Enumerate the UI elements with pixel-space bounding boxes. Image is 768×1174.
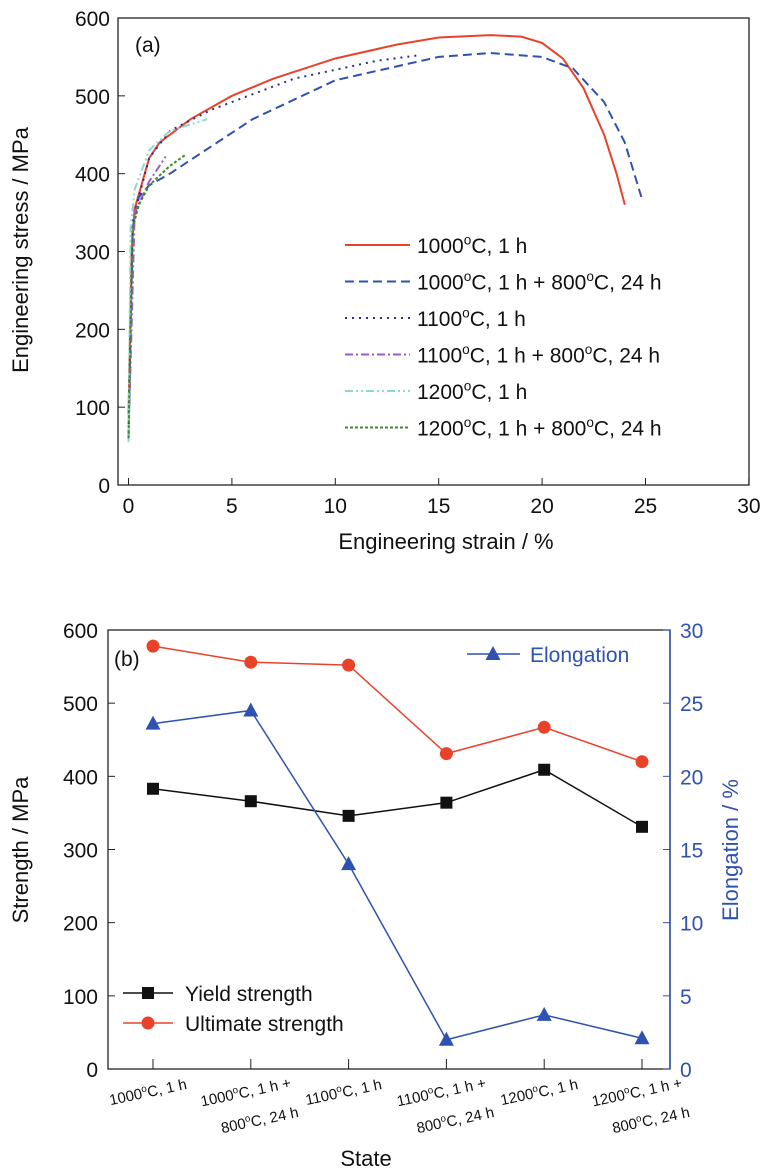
category-label-text: 1000oC, 1 h + [199,1074,293,1111]
category-label-text: 1100oC, 1 h [304,1075,384,1109]
y-tick-label-a: 400 [75,164,110,187]
series-line-2 [152,709,643,1041]
category-label-text: 1000oC, 1 h [108,1075,189,1109]
series-line-1 [152,645,643,763]
data-point-0-2 [342,809,355,822]
y-tick-label-a: 300 [75,242,110,265]
legend-label-b-1: Ultimate strength [185,1013,344,1036]
y-tick-label-b: 200 [63,913,98,936]
y2-tick-label-b: 30 [680,620,703,643]
category-label-b-0-0: 1000oC, 1 h [108,1075,189,1109]
category-label-text: 1100oC, 1 h + [395,1074,488,1111]
curve-5 [127,153,187,439]
data-point-0-4 [538,763,551,776]
data-point-1-3 [439,747,453,761]
data-point-1-1 [244,655,258,669]
data-point-1-4 [537,720,551,734]
legend-marker-b-0 [142,987,154,999]
data-point-0-3 [440,796,453,809]
curve-2 [127,54,419,439]
legend-label-a-1: 1000oC, 1 h + 800oC, 24 h [417,269,662,294]
y2-tick-label-b: 25 [680,693,703,716]
y-tick-label-b: 300 [63,840,98,863]
y-axis-label-a: Engineering stress / MPa [8,126,33,373]
y-tick-label-a: 200 [75,319,110,342]
y-axis-label-b: Strength / MPa [8,776,33,924]
y-tick-label-b: 0 [86,1059,98,1082]
y2-tick-label-b: 15 [680,840,703,863]
data-point-2-5 [634,1030,650,1045]
panel-label-b: (b) [114,648,140,671]
curve-0 [127,34,626,415]
category-label-b-4-0: 1200oC, 1 h [499,1075,580,1109]
legend-marker-b-1 [141,1016,155,1030]
x-tick-label-a: 25 [634,495,657,518]
data-point-2-0 [145,715,161,730]
category-label-b-2-0: 1100oC, 1 h [304,1075,384,1109]
y2-tick-label-b: 10 [680,913,703,936]
category-label-b-5-1: 800oC, 24 h [611,1103,692,1137]
legend-label-a-3: 1100oC, 1 h + 800oC, 24 h [417,342,660,367]
y-tick-label-b: 500 [63,693,98,716]
data-point-0-1 [244,795,257,808]
legend-label-a-5: 1200oC, 1 h + 800oC, 24 h [417,415,662,440]
legend-marker-b-2 [485,646,501,660]
data-point-1-0 [146,639,160,653]
series-line-0 [152,768,643,828]
data-point-1-2 [342,658,356,672]
y-tick-label-a: 100 [75,397,110,420]
category-label-text: 800oC, 24 h [219,1103,300,1137]
y-tick-label-a: 600 [75,8,110,31]
legend-label-a-4: 1200oC, 1 h [417,379,527,404]
y2-tick-label-b: 5 [680,986,692,1009]
y-tick-label-b: 100 [63,986,98,1009]
data-point-2-3 [438,1031,454,1046]
legend-label-a-0: 1000oC, 1 h [417,233,527,258]
x-tick-label-a: 10 [324,495,347,518]
category-label-b-5-0: 1200oC, 1 h + [590,1074,684,1111]
x-tick-label-a: 15 [427,495,450,518]
data-point-2-1 [243,702,259,717]
data-point-0-5 [636,820,648,833]
y-tick-label-a: 500 [75,86,110,109]
legend-label-a-2: 1100oC, 1 h [417,306,526,331]
category-label-text: 1200oC, 1 h [499,1075,580,1109]
legend-label-b-2: Elongation [530,644,629,667]
category-label-b-1-0: 1000oC, 1 h + [199,1074,293,1111]
y2-tick-label-b: 0 [680,1059,692,1082]
category-label-b-3-1: 800oC, 24 h [415,1103,496,1137]
y-tick-label-a: 0 [98,475,110,498]
data-point-2-2 [341,856,357,871]
x-tick-label-a: 5 [226,495,238,518]
curve-1 [127,52,643,439]
y2-axis-label-b: Elongation / % [718,779,743,921]
data-point-1-5 [635,755,649,769]
panel-label-a: (a) [135,34,161,57]
curve-4 [127,118,208,443]
category-label-b-1-1: 800oC, 24 h [219,1103,301,1137]
x-axis-label-b: State [340,1146,391,1171]
x-tick-label-a: 0 [123,495,135,518]
category-label-text: 800oC, 24 h [415,1103,496,1137]
x-axis-label-a: Engineering strain / % [338,529,553,554]
x-tick-label-a: 20 [530,495,553,518]
y-tick-label-b: 400 [63,766,98,789]
category-label-b-3-0: 1100oC, 1 h + [395,1074,488,1111]
data-point-2-4 [536,1006,552,1021]
x-tick-label-a: 30 [737,495,760,518]
legend-label-b-0: Yield strength [185,983,313,1006]
category-label-text: 800oC, 24 h [611,1103,692,1137]
y-tick-label-b: 600 [63,620,98,643]
y2-tick-label-b: 20 [680,766,703,789]
data-point-0-0 [147,782,159,795]
category-label-text: 1200oC, 1 h + [590,1074,684,1111]
